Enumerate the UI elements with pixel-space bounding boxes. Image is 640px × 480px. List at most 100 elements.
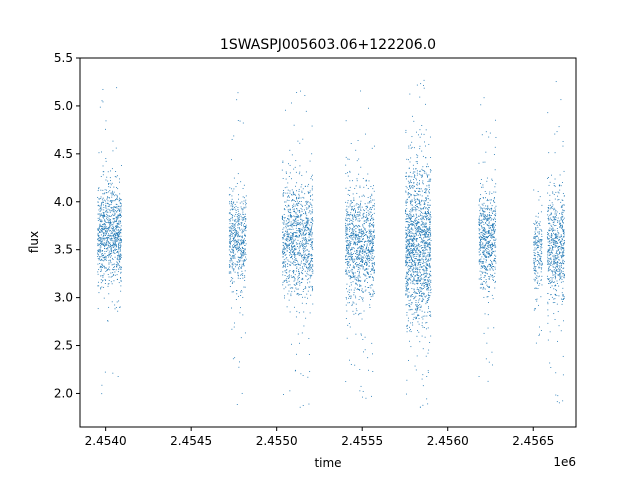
data-point xyxy=(238,295,239,297)
data-point xyxy=(362,390,364,392)
data-point xyxy=(428,254,430,256)
data-point xyxy=(426,267,428,269)
data-point xyxy=(347,175,349,177)
data-point xyxy=(108,220,110,222)
data-point xyxy=(300,218,302,220)
data-point xyxy=(288,221,290,223)
data-point xyxy=(100,279,102,281)
data-point xyxy=(426,301,428,303)
data-point xyxy=(291,343,292,345)
data-point xyxy=(237,251,239,253)
data-point xyxy=(407,218,409,220)
data-point xyxy=(306,225,308,227)
data-point xyxy=(119,213,121,215)
data-point xyxy=(242,208,244,210)
data-point xyxy=(425,273,427,274)
data-point xyxy=(301,272,303,274)
data-point xyxy=(108,252,110,254)
data-point xyxy=(422,155,424,157)
data-point xyxy=(229,193,231,195)
data-point xyxy=(373,269,375,271)
data-point xyxy=(112,263,114,265)
data-point xyxy=(410,329,412,331)
data-point xyxy=(120,165,122,166)
data-point xyxy=(428,258,430,260)
data-point xyxy=(286,199,288,201)
data-point xyxy=(310,260,312,262)
data-point xyxy=(429,199,431,201)
data-point xyxy=(115,216,117,218)
data-point xyxy=(101,214,102,216)
data-point xyxy=(407,214,409,216)
data-point xyxy=(357,288,359,290)
data-point xyxy=(359,229,361,231)
data-point xyxy=(108,228,110,230)
data-point xyxy=(102,197,104,199)
data-point xyxy=(231,251,233,253)
data-point xyxy=(429,263,430,265)
data-point xyxy=(115,199,117,200)
data-point xyxy=(233,224,235,226)
data-point xyxy=(421,231,423,233)
data-point xyxy=(238,217,240,219)
data-point xyxy=(241,253,243,255)
data-point xyxy=(97,243,99,245)
data-point xyxy=(308,286,310,288)
data-point xyxy=(111,194,113,196)
data-point xyxy=(240,242,242,244)
data-point xyxy=(293,272,294,274)
data-point xyxy=(98,227,100,229)
data-point xyxy=(352,224,354,226)
data-point xyxy=(308,236,310,238)
data-point xyxy=(424,243,426,245)
data-point xyxy=(346,172,348,174)
data-point xyxy=(422,215,424,217)
data-point xyxy=(417,243,419,245)
data-point xyxy=(367,218,369,220)
data-point xyxy=(100,268,102,270)
data-point xyxy=(371,242,373,244)
data-point xyxy=(308,278,309,280)
data-point xyxy=(291,248,293,250)
data-point xyxy=(293,253,295,255)
data-point xyxy=(104,248,106,250)
data-point xyxy=(425,255,427,257)
data-point xyxy=(287,192,289,194)
data-point xyxy=(103,244,105,246)
data-point xyxy=(114,212,116,214)
data-point xyxy=(367,256,368,258)
data-point xyxy=(292,234,294,236)
data-point xyxy=(410,279,411,281)
data-point xyxy=(105,192,107,194)
data-point xyxy=(287,245,289,247)
data-point xyxy=(306,242,307,244)
data-point xyxy=(287,196,289,198)
data-point xyxy=(417,244,419,246)
data-point xyxy=(239,361,240,363)
data-point xyxy=(307,261,308,263)
data-point xyxy=(363,223,365,225)
data-point xyxy=(365,241,367,242)
data-point xyxy=(405,200,407,202)
data-point xyxy=(425,282,427,284)
data-point xyxy=(111,264,113,266)
data-point xyxy=(360,258,362,260)
data-point xyxy=(309,160,311,162)
data-point xyxy=(301,209,303,211)
data-point xyxy=(417,283,419,285)
data-point xyxy=(241,231,243,233)
data-point xyxy=(346,246,347,248)
data-point xyxy=(308,338,310,339)
data-point xyxy=(114,238,116,240)
data-point xyxy=(288,233,290,235)
data-point xyxy=(369,276,371,278)
data-point xyxy=(349,264,351,266)
data-point xyxy=(358,247,360,249)
data-point xyxy=(416,240,418,242)
data-point xyxy=(118,247,120,248)
data-point xyxy=(358,313,360,315)
data-point xyxy=(365,248,367,249)
data-point xyxy=(356,214,358,216)
data-point xyxy=(482,215,484,217)
data-point xyxy=(407,194,409,196)
